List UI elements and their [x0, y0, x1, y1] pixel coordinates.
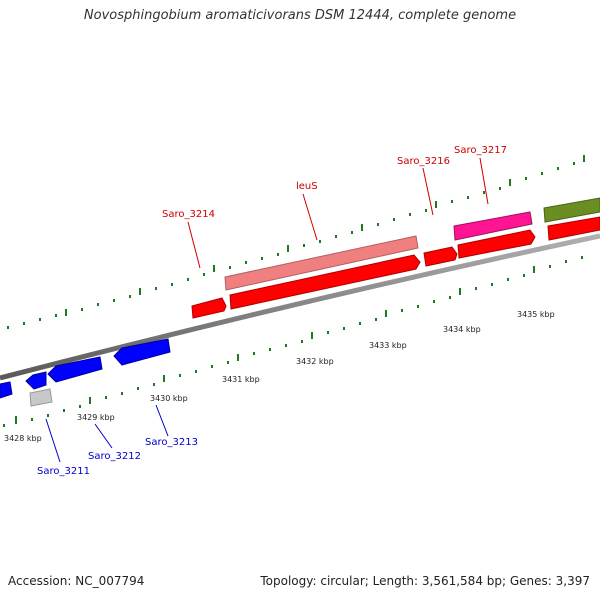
- scale-label-3429: 3429 kbp: [77, 413, 115, 422]
- gene-saro-3210: [0, 381, 13, 399]
- label-saro-3216: Saro_3216: [397, 156, 450, 167]
- label-saro-3213: Saro_3213: [145, 437, 198, 448]
- label-leaders: [45, 157, 489, 463]
- scale-label-3433: 3433 kbp: [369, 341, 407, 350]
- lower-tick-track: [3, 256, 583, 427]
- gene-saro-3217: [453, 211, 533, 241]
- gene-saro-3213: [113, 338, 171, 366]
- label-leus: leuS: [296, 181, 318, 192]
- accession-text: Accession: NC_007794: [8, 574, 145, 588]
- scale-label-3430: 3430 kbp: [150, 394, 188, 403]
- scale-label-3431: 3431 kbp: [222, 375, 260, 384]
- reverse-genes: [0, 338, 171, 407]
- upper-tick-track: [7, 155, 585, 329]
- forward-genes: [191, 197, 600, 319]
- map-title: Novosphingobium aromaticivorans DSM 1244…: [83, 8, 517, 23]
- gene-saro-3212: [47, 356, 103, 383]
- gene-saro-3218: [457, 229, 536, 259]
- label-saro-3214: Saro_3214: [162, 209, 215, 220]
- gene-saro-3214: [191, 297, 227, 319]
- gene-leus: [224, 235, 419, 291]
- scale-label-3435: 3435 kbp: [517, 310, 555, 319]
- scale-label-3434: 3434 kbp: [443, 325, 481, 334]
- gene-saro-3216: [423, 246, 458, 267]
- label-saro-3217: Saro_3217: [454, 145, 507, 156]
- gene-olive: [543, 197, 600, 223]
- genome-backbone: [0, 233, 600, 381]
- gene-saro-3219: [547, 216, 600, 241]
- gene-saro-3211: [25, 371, 47, 390]
- gene-grey: [29, 388, 53, 407]
- genome-summary-text: Topology: circular; Length: 3,561,584 bp…: [260, 574, 590, 588]
- label-saro-3212: Saro_3212: [88, 451, 141, 462]
- scale-label-3428: 3428 kbp: [4, 434, 42, 443]
- scale-label-3432: 3432 kbp: [296, 357, 334, 366]
- label-saro-3211: Saro_3211: [37, 466, 90, 477]
- gene-saro-3215: [229, 254, 421, 310]
